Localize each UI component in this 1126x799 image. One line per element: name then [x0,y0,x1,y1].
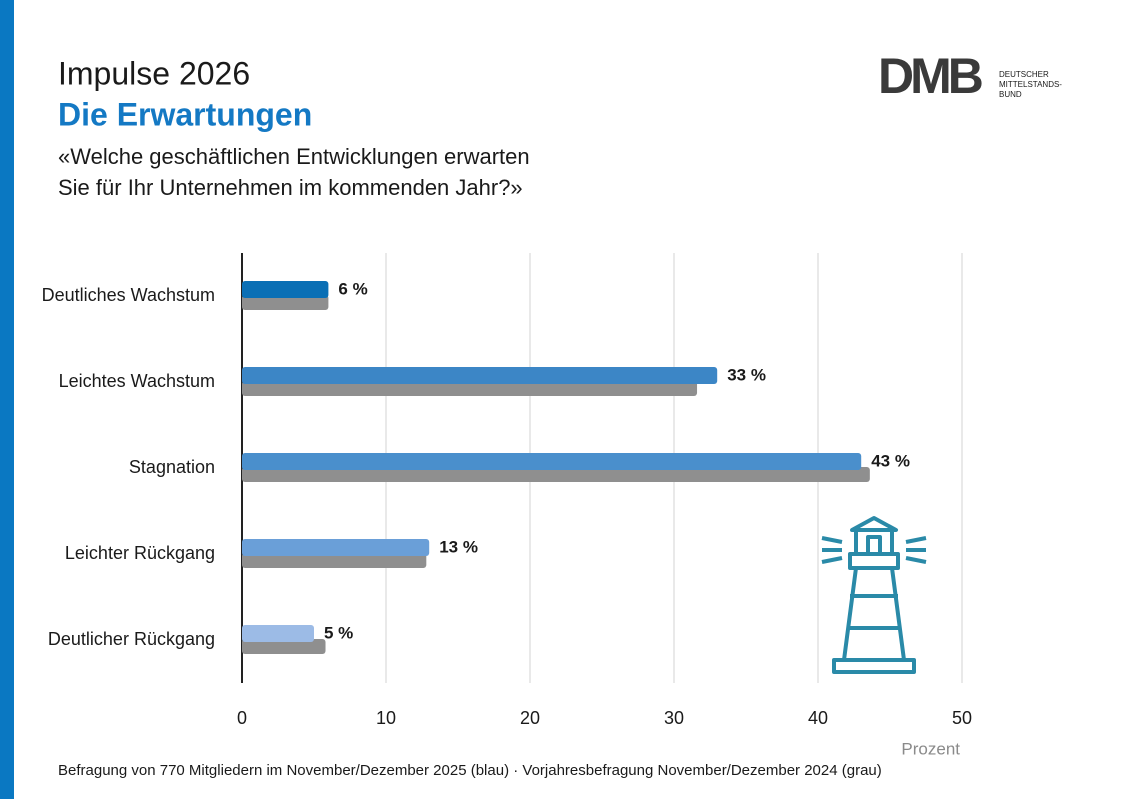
value-label: 33 % [727,365,766,384]
chart-subtitle: Die Erwartungen [58,96,312,132]
x-tick-label: 0 [237,708,247,728]
logo-subtext: MITTELSTANDS- [999,80,1062,89]
y-tick-label: Leichtes Wachstum [59,371,215,391]
lighthouse-icon [821,516,927,674]
footnote: Befragung von 770 Mitgliedern im Novembe… [58,762,882,779]
question-line: Sie für Ihr Unternehmen im kommenden Jah… [58,175,523,200]
question-line: «Welche geschäftlichen Entwicklungen erw… [58,144,530,169]
value-label: 13 % [439,537,478,556]
bar [242,553,427,568]
y-tick-label: Stagnation [129,457,215,477]
x-tick-label: 20 [520,708,540,728]
y-tick-label: Deutlicher Rückgang [48,629,215,649]
bar [242,539,430,556]
bar [242,625,314,642]
logo-subtext: BUND [999,90,1022,99]
bar [242,381,698,396]
bar [242,281,329,298]
x-axis-label: Prozent [901,739,960,758]
bar [242,467,870,482]
value-label: 6 % [338,279,367,298]
x-tick-label: 30 [664,708,684,728]
logo-text: DMB [878,48,982,104]
bar [242,367,718,384]
side-stripe [0,0,14,799]
value-label: 5 % [324,623,353,642]
x-tick-label: 10 [376,708,396,728]
bar [242,453,862,470]
bar [242,639,326,654]
chart-title: Impulse 2026 [58,55,250,91]
y-tick-label: Leichter Rückgang [65,543,215,563]
x-tick-label: 40 [808,708,828,728]
y-tick-label: Deutliches Wachstum [42,285,215,305]
bar [242,295,329,310]
logo-subtext: DEUTSCHER [999,70,1049,79]
value-label: 43 % [871,451,910,470]
x-tick-label: 50 [952,708,972,728]
